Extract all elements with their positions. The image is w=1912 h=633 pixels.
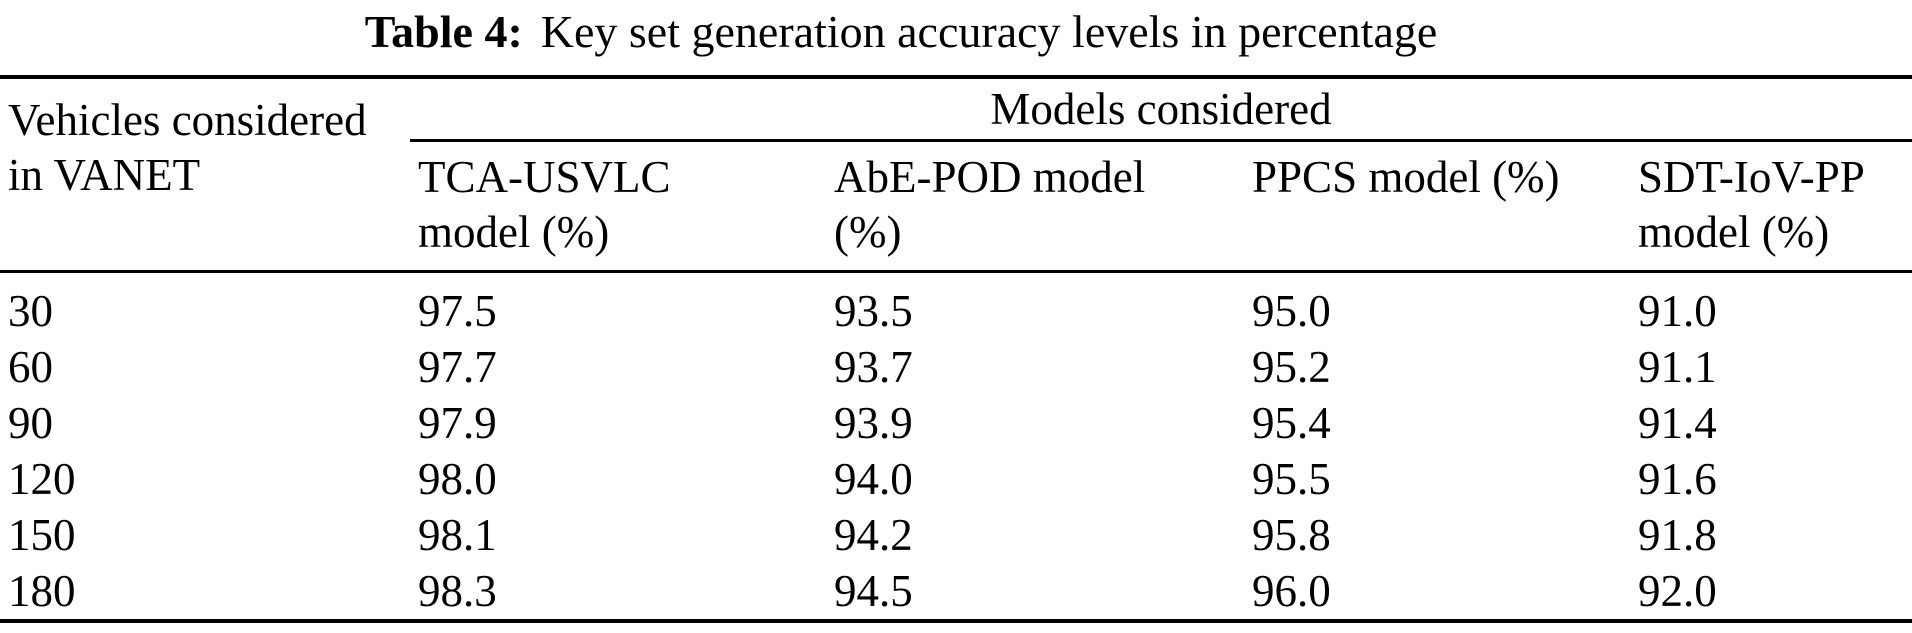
cell-tca-usvlc: 97.7 <box>418 342 497 392</box>
group-header-models-considered: Models considered <box>410 79 1912 142</box>
table-row: 120 98.0 94.0 95.5 91.6 <box>0 451 1912 507</box>
table-row: 150 98.1 94.2 95.8 91.8 <box>0 507 1912 563</box>
col-header-ppcs: PPCS model (%) <box>1244 150 1630 260</box>
cell-vehicles: 150 <box>8 510 76 560</box>
cell-ppcs: 95.2 <box>1252 342 1331 392</box>
cell-ppcs: 95.8 <box>1252 510 1331 560</box>
cell-abe-pod: 94.2 <box>834 510 913 560</box>
cell-sdt-iov-pp: 91.1 <box>1638 342 1717 392</box>
cell-abe-pod: 93.7 <box>834 342 913 392</box>
col-header-vehicles: Vehicles considered in VANET <box>0 79 410 270</box>
cell-tca-usvlc: 98.0 <box>418 454 497 504</box>
cell-tca-usvlc: 98.3 <box>418 566 497 616</box>
cell-sdt-iov-pp: 91.8 <box>1638 510 1717 560</box>
table-header: Vehicles considered in VANET Models cons… <box>0 79 1912 270</box>
cell-sdt-iov-pp: 91.6 <box>1638 454 1717 504</box>
cell-ppcs: 95.4 <box>1252 398 1331 448</box>
table-caption: Table 4: Key set generation accuracy leve… <box>0 0 1912 58</box>
models-considered-region: Models considered TCA-USVLC model (%) Ab… <box>410 79 1912 270</box>
col-header-abe-pod-line1: AbE-POD model <box>834 152 1146 202</box>
cell-tca-usvlc: 97.9 <box>418 398 497 448</box>
table-body: 30 97.5 93.5 95.0 91.0 60 97.7 93.7 95.2… <box>0 270 1912 623</box>
table-caption-text: Key set generation accuracy levels in pe… <box>540 6 1438 57</box>
cell-sdt-iov-pp: 91.4 <box>1638 398 1717 448</box>
cell-vehicles: 180 <box>8 566 76 616</box>
col-header-tca-usvlc-line1: TCA-USVLC <box>418 152 671 202</box>
table-caption-label: Table 4: <box>364 6 523 57</box>
cell-tca-usvlc: 97.5 <box>418 286 497 336</box>
table-row: 90 97.9 93.9 95.4 91.4 <box>0 395 1912 451</box>
col-header-vehicles-line2: in VANET <box>8 150 201 200</box>
cell-sdt-iov-pp: 91.0 <box>1638 286 1717 336</box>
col-header-ppcs-line1: PPCS model (%) <box>1252 152 1560 202</box>
col-header-abe-pod-line2: (%) <box>834 207 902 257</box>
cell-sdt-iov-pp: 92.0 <box>1638 566 1717 616</box>
col-header-tca-usvlc: TCA-USVLC model (%) <box>410 150 826 260</box>
table-top-rule <box>0 75 1912 79</box>
table-row: 180 98.3 94.5 96.0 92.0 <box>0 563 1912 619</box>
cell-ppcs: 95.5 <box>1252 454 1331 504</box>
cell-vehicles: 120 <box>8 454 76 504</box>
col-header-sdt-iov-pp-line2: model (%) <box>1638 207 1830 257</box>
cell-abe-pod: 94.5 <box>834 566 913 616</box>
cell-ppcs: 95.0 <box>1252 286 1331 336</box>
col-header-sdt-iov-pp: SDT-IoV-PP model (%) <box>1630 150 1912 260</box>
cell-abe-pod: 93.9 <box>834 398 913 448</box>
col-header-sdt-iov-pp-line1: SDT-IoV-PP <box>1638 152 1865 202</box>
cell-vehicles: 60 <box>8 342 53 392</box>
cell-ppcs: 96.0 <box>1252 566 1331 616</box>
cell-abe-pod: 94.0 <box>834 454 913 504</box>
col-header-vehicles-line1: Vehicles considered <box>8 95 367 145</box>
col-header-tca-usvlc-line2: model (%) <box>418 207 610 257</box>
table-row: 60 97.7 93.7 95.2 91.1 <box>0 339 1912 395</box>
cell-vehicles: 90 <box>8 398 53 448</box>
table-row: 30 97.5 93.5 95.0 91.0 <box>0 283 1912 339</box>
col-header-abe-pod: AbE-POD model (%) <box>826 150 1244 260</box>
cell-abe-pod: 93.5 <box>834 286 913 336</box>
cell-tca-usvlc: 98.1 <box>418 510 497 560</box>
cell-vehicles: 30 <box>8 286 53 336</box>
model-column-headers: TCA-USVLC model (%) AbE-POD model (%) PP… <box>410 142 1912 270</box>
